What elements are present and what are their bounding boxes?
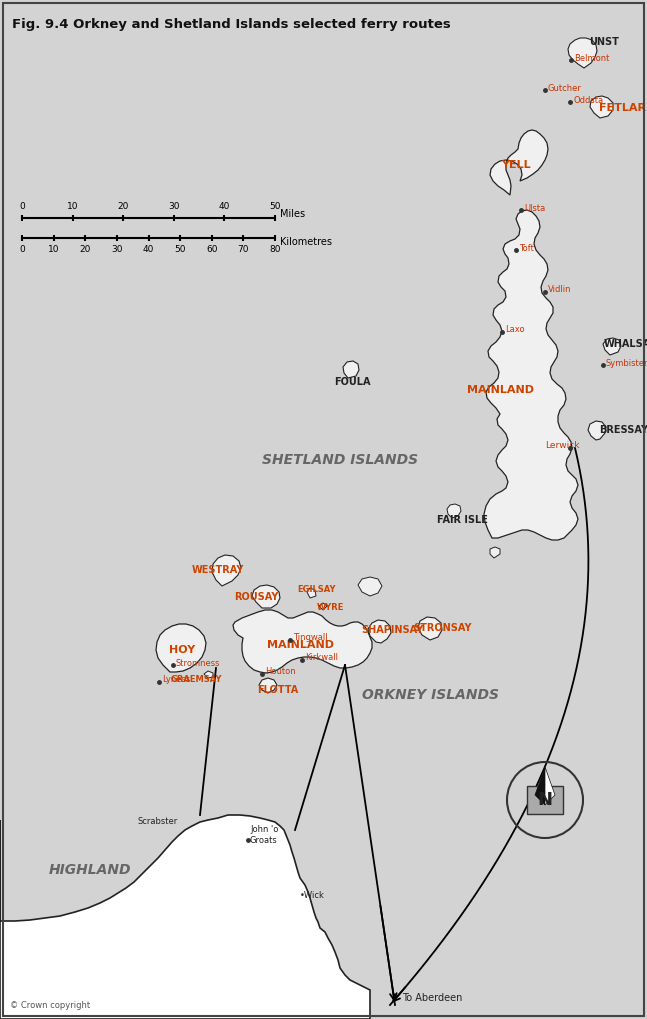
Text: John 'o
Groats: John 'o Groats [250, 825, 278, 845]
Text: 30: 30 [111, 245, 123, 254]
Text: WHALSAY: WHALSAY [603, 339, 647, 348]
Polygon shape [545, 767, 555, 805]
Text: Stromness: Stromness [176, 658, 221, 667]
Text: 50: 50 [269, 202, 281, 211]
Text: SHAPINSAY: SHAPINSAY [361, 625, 423, 635]
Text: UNST: UNST [589, 37, 619, 47]
Text: MAINLAND: MAINLAND [466, 385, 534, 395]
Text: Scrabster: Scrabster [138, 817, 179, 826]
Text: Miles: Miles [280, 209, 305, 219]
Text: 60: 60 [206, 245, 217, 254]
Text: Vidlin: Vidlin [548, 285, 571, 294]
Polygon shape [447, 504, 461, 518]
Text: To Aberdeen: To Aberdeen [402, 993, 463, 1003]
Text: Ulsta: Ulsta [524, 204, 545, 213]
Text: FOULA: FOULA [334, 377, 370, 387]
Text: WYRE: WYRE [316, 603, 344, 612]
Text: 40: 40 [219, 202, 230, 211]
Text: Fig. 9.4 Orkney and Shetland Islands selected ferry routes: Fig. 9.4 Orkney and Shetland Islands sel… [12, 18, 451, 31]
FancyBboxPatch shape [527, 786, 563, 814]
Text: STRONSAY: STRONSAY [413, 623, 471, 633]
Polygon shape [252, 585, 280, 608]
Text: Houton: Houton [265, 667, 296, 677]
Text: HIGHLAND: HIGHLAND [49, 863, 131, 877]
Polygon shape [535, 767, 545, 805]
Text: FLOTTA: FLOTTA [258, 685, 299, 695]
Text: ROUSAY: ROUSAY [234, 592, 278, 602]
Text: 40: 40 [143, 245, 154, 254]
Text: FAIR ISLE: FAIR ISLE [437, 515, 487, 525]
Polygon shape [484, 210, 578, 540]
Text: Symbister: Symbister [606, 359, 647, 368]
Text: Oddsta: Oddsta [573, 96, 603, 105]
Polygon shape [307, 588, 316, 598]
Text: EGILSAY: EGILSAY [297, 586, 335, 594]
Polygon shape [368, 620, 391, 643]
Polygon shape [418, 616, 442, 640]
Text: 50: 50 [175, 245, 186, 254]
Text: GRAEMSAY: GRAEMSAY [170, 676, 222, 685]
Polygon shape [490, 130, 548, 195]
Text: Gutcher: Gutcher [548, 84, 582, 93]
Text: SHETLAND ISLANDS: SHETLAND ISLANDS [262, 453, 418, 467]
Text: 0: 0 [19, 202, 25, 211]
Text: 20: 20 [118, 202, 129, 211]
Text: 10: 10 [67, 202, 78, 211]
Text: © Crown copyright: © Crown copyright [10, 1001, 90, 1010]
Text: Kirkwall: Kirkwall [305, 653, 338, 662]
Text: WESTRAY: WESTRAY [192, 565, 244, 575]
Polygon shape [603, 338, 621, 355]
Text: 80: 80 [269, 245, 281, 254]
Text: Lerwick: Lerwick [545, 440, 580, 449]
Text: FETLAR: FETLAR [598, 103, 646, 113]
Polygon shape [590, 96, 613, 118]
Text: BRESSAY: BRESSAY [600, 425, 647, 435]
Text: ORKNEY ISLANDS: ORKNEY ISLANDS [362, 688, 498, 702]
Text: 10: 10 [48, 245, 60, 254]
Text: HOY: HOY [169, 645, 195, 655]
Polygon shape [358, 577, 382, 596]
Text: Laxo: Laxo [505, 325, 525, 334]
Text: Kilometres: Kilometres [280, 237, 332, 247]
Polygon shape [233, 610, 372, 673]
Polygon shape [568, 38, 597, 68]
Text: Belmont: Belmont [574, 54, 609, 62]
Polygon shape [490, 547, 500, 558]
Text: Toft: Toft [519, 244, 534, 253]
Text: 20: 20 [80, 245, 91, 254]
Polygon shape [259, 678, 277, 693]
Text: 0: 0 [19, 245, 25, 254]
Text: 70: 70 [237, 245, 249, 254]
Text: YELL: YELL [501, 160, 531, 170]
Polygon shape [156, 624, 206, 672]
Polygon shape [204, 671, 213, 678]
Text: N: N [538, 791, 553, 809]
Text: •Wick: •Wick [300, 891, 325, 900]
Polygon shape [212, 555, 241, 586]
Text: Tingwall: Tingwall [293, 634, 327, 643]
Polygon shape [0, 815, 370, 1019]
Text: 30: 30 [168, 202, 180, 211]
Polygon shape [343, 361, 359, 378]
Text: Lyness: Lyness [162, 676, 190, 685]
Polygon shape [319, 603, 327, 610]
Polygon shape [588, 421, 606, 440]
Text: MAINLAND: MAINLAND [267, 640, 333, 650]
